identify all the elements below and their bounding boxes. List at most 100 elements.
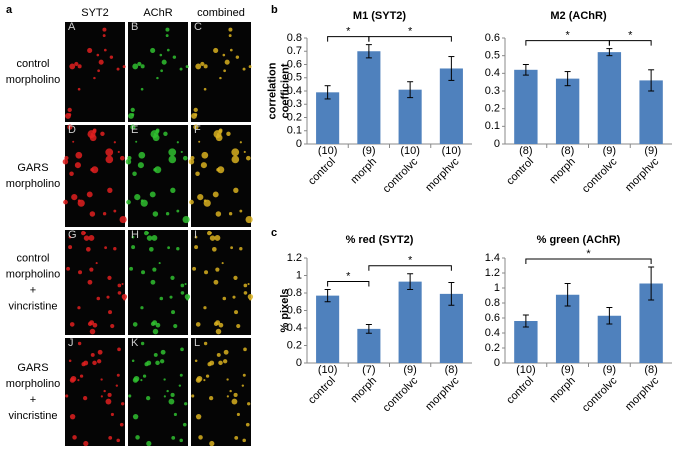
fluorescence-spot xyxy=(228,27,233,32)
fluorescence-spot xyxy=(226,378,229,381)
fluorescence-spot xyxy=(201,151,209,159)
row-label: vincristine xyxy=(9,300,58,312)
fluorescence-spot xyxy=(137,162,144,169)
fluorescence-spot xyxy=(110,323,115,329)
fluorescence-spot xyxy=(119,422,124,427)
y-tick-label: 0.8 xyxy=(287,32,302,44)
fluorescence-spot xyxy=(68,235,72,239)
fluorescence-spot xyxy=(117,347,121,352)
fluorescence-spot xyxy=(179,438,183,443)
row-label: morpholino xyxy=(6,268,60,280)
fluorescence-spot xyxy=(102,34,106,38)
fluorescence-spot xyxy=(96,296,101,301)
fluorescence-spot xyxy=(135,140,138,143)
fluorescence-spot xyxy=(137,61,142,67)
fluorescence-spot xyxy=(109,55,114,59)
panel-letter: c xyxy=(271,227,277,239)
fluorescence-spot xyxy=(195,322,201,327)
fluorescence-spot xyxy=(86,246,91,252)
x-tick-label: control xyxy=(504,156,536,188)
y-tick-label: 1.4 xyxy=(485,252,500,264)
fluorescence-spot xyxy=(92,129,97,134)
y-tick-label: 0.2 xyxy=(485,103,500,115)
fluorescence-spot xyxy=(132,63,139,70)
n-label: (9) xyxy=(644,145,657,157)
column-header: combined xyxy=(197,7,245,19)
fluorescence-spot xyxy=(130,107,135,113)
fluorescence-spot xyxy=(131,359,135,363)
fluorescence-spot xyxy=(180,291,185,295)
fluorescence-spot xyxy=(140,199,148,207)
x-tick-label: controlvc xyxy=(381,155,421,195)
fluorescence-spot xyxy=(66,266,71,271)
x-tick-label: morph xyxy=(349,156,380,187)
n-label: (10) xyxy=(318,145,338,157)
micrograph xyxy=(191,22,251,122)
fluorescence-spot xyxy=(200,61,205,67)
fluorescence-spot xyxy=(203,64,208,69)
bar xyxy=(597,52,622,145)
chart-title: % green (AChR) xyxy=(537,234,621,246)
fluorescence-spot xyxy=(234,310,239,315)
fluorescence-spot xyxy=(229,48,233,52)
fluorescence-spot xyxy=(89,211,96,217)
fluorescence-spot xyxy=(170,392,175,398)
fluorescence-spot xyxy=(68,245,73,250)
fluorescence-spot xyxy=(231,155,240,164)
fluorescence-spot xyxy=(163,131,168,137)
fluorescence-spot xyxy=(166,389,169,393)
fluorescence-spot xyxy=(228,34,232,38)
fluorescence-spot xyxy=(142,374,147,378)
fluorescence-spot xyxy=(178,384,182,387)
fluorescence-spot xyxy=(212,191,219,198)
fluorescence-spot xyxy=(207,362,212,367)
fluorescence-spot xyxy=(182,155,188,161)
bar xyxy=(514,321,538,363)
fluorescence-spot xyxy=(152,328,159,335)
n-label: (9) xyxy=(603,145,616,157)
fluorescence-spot xyxy=(243,347,247,352)
fluorescence-spot xyxy=(171,310,176,315)
fluorescence-spot xyxy=(212,246,217,252)
fluorescence-spot xyxy=(108,310,113,315)
image-letter: C xyxy=(194,21,202,33)
fluorescence-spot xyxy=(121,402,125,406)
fluorescence-spot xyxy=(180,283,185,288)
fluorescence-spot xyxy=(135,435,140,440)
fluorescence-spot xyxy=(97,349,103,355)
x-tick-label: control xyxy=(504,375,536,407)
fluorescence-spot xyxy=(90,168,94,172)
fluorescence-spot xyxy=(233,187,239,193)
fluorescence-spot xyxy=(150,279,156,285)
fluorescence-spot xyxy=(169,295,173,299)
fluorescence-spot xyxy=(173,323,178,329)
fluorescence-spot xyxy=(131,113,135,117)
fluorescence-spot xyxy=(239,209,243,213)
fluorescence-spot xyxy=(165,212,170,216)
x-tick-label: morph xyxy=(547,156,578,187)
fluorescence-spot xyxy=(179,373,183,377)
fluorescence-spot xyxy=(239,247,243,251)
significance-bracket xyxy=(368,36,452,42)
fluorescence-spot xyxy=(146,231,149,235)
fluorescence-spot xyxy=(218,360,223,366)
y-tick-label: 0.6 xyxy=(287,58,302,70)
fluorescence-spot xyxy=(116,67,120,71)
fluorescence-spot xyxy=(74,61,79,67)
fluorescence-spot xyxy=(156,76,159,80)
fluorescence-spot xyxy=(160,69,163,73)
fluorescence-spot xyxy=(198,435,203,440)
y-tick-label: 0.6 xyxy=(485,312,500,324)
fluorescence-spot xyxy=(69,171,74,177)
fluorescence-spot xyxy=(69,322,75,327)
n-label: (9) xyxy=(603,364,616,376)
fluorescence-spot xyxy=(77,306,81,310)
fluorescence-spot xyxy=(138,151,146,159)
fluorescence-spot xyxy=(194,235,198,239)
image-letter: A xyxy=(68,21,76,33)
fluorescence-spot xyxy=(247,402,251,406)
fluorescence-spot xyxy=(89,134,97,142)
significance-bracket xyxy=(368,265,452,271)
fluorescence-spot xyxy=(243,283,248,288)
